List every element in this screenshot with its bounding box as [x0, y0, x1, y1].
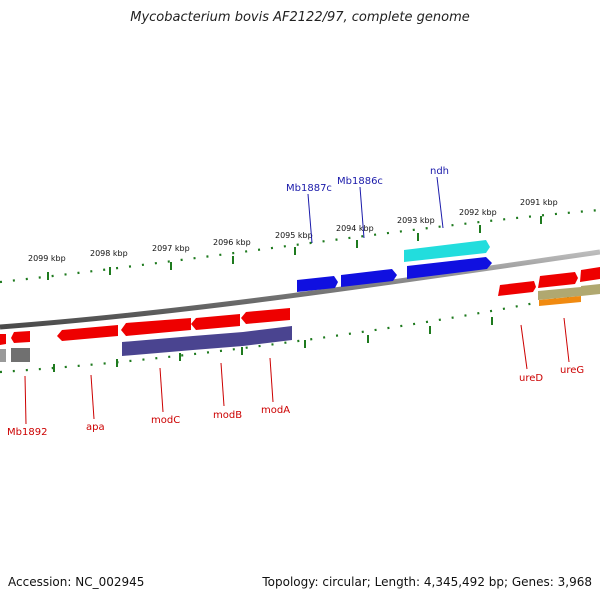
tick-label: 2091 kbp: [520, 198, 558, 207]
gene-label-moda[interactable]: modA: [261, 405, 290, 416]
inner-major-ticks: [53, 317, 493, 372]
gene-bar-moda[interactable]: [243, 326, 292, 346]
tick-label: 2099 kbp: [28, 254, 66, 263]
outer-tick-track: [0, 208, 600, 284]
gene-arrow-red-c[interactable]: [580, 267, 600, 282]
gene-bar-ureg-orange[interactable]: [539, 296, 581, 306]
gene-label-apa[interactable]: apa: [86, 422, 105, 433]
gene-label-mb1892[interactable]: Mb1892: [7, 427, 47, 438]
gene-label-modb[interactable]: modB: [213, 410, 242, 421]
gene-bar-modc[interactable]: [122, 336, 193, 356]
genome-backbone: [0, 249, 600, 330]
gene-bar-ureg-olive[interactable]: [538, 287, 581, 300]
genome-summary-text: Topology: circular; Length: 4,345,492 bp…: [262, 575, 592, 589]
gene-arrow-ndh-blue[interactable]: [407, 257, 492, 279]
tick-label: 2093 kbp: [397, 216, 435, 225]
tick-label: 2097 kbp: [152, 244, 190, 253]
gene-arrow-modc[interactable]: [121, 318, 191, 336]
gene-label-mb1886c[interactable]: Mb1886c: [337, 176, 383, 187]
gene-label-ndh[interactable]: ndh: [430, 166, 449, 177]
map-title: Mycobacterium bovis AF2122/97, complete …: [130, 10, 470, 25]
gene-bar-ureg-olive-right[interactable]: [581, 284, 600, 296]
gene-arrow-red-b[interactable]: [538, 272, 578, 288]
gene-bar-left-gray-b[interactable]: [11, 348, 30, 362]
gene-arrow-mb1892[interactable]: [11, 331, 30, 343]
tick-label: 2096 kbp: [213, 238, 251, 247]
gene-bar-modb[interactable]: [193, 332, 243, 350]
tick-label: 2095 kbp: [275, 231, 313, 240]
gene-arrow-mb1886c[interactable]: [341, 269, 397, 287]
outer-major-ticks: [47, 216, 542, 280]
inner-tick-track: [0, 288, 600, 374]
gene-label-ureg[interactable]: ureG: [560, 365, 584, 376]
reverse-genes: [0, 284, 600, 362]
gene-arrow-apa[interactable]: [57, 325, 118, 341]
tick-label: 2098 kbp: [90, 249, 128, 258]
gene-label-ured[interactable]: ureD: [519, 373, 543, 384]
gene-arrow-modb[interactable]: [191, 314, 240, 330]
tick-label: 2094 kbp: [336, 224, 374, 233]
gene-arrow-left-a[interactable]: [0, 334, 6, 345]
gene-arrow-ndh-cyan[interactable]: [404, 240, 490, 262]
gene-labels: Mb1887c Mb1886c ndh Mb1892 apa modC modB…: [7, 166, 584, 438]
label-leaders: [24, 176, 570, 425]
accession-text: Accession: NC_002945: [8, 575, 145, 589]
gene-arrow-red-a[interactable]: [498, 281, 536, 296]
forward-genes: [297, 240, 600, 296]
gene-label-mb1887c[interactable]: Mb1887c: [286, 183, 332, 194]
gene-arrow-moda[interactable]: [241, 308, 290, 324]
tick-label: 2092 kbp: [459, 208, 497, 217]
gene-bar-left-gray-a[interactable]: [0, 349, 6, 362]
gene-label-modc[interactable]: modC: [151, 415, 180, 426]
gene-arrow-mb1887c[interactable]: [297, 276, 338, 292]
tick-labels: 2099 kbp 2098 kbp 2097 kbp 2096 kbp 2095…: [28, 198, 558, 263]
